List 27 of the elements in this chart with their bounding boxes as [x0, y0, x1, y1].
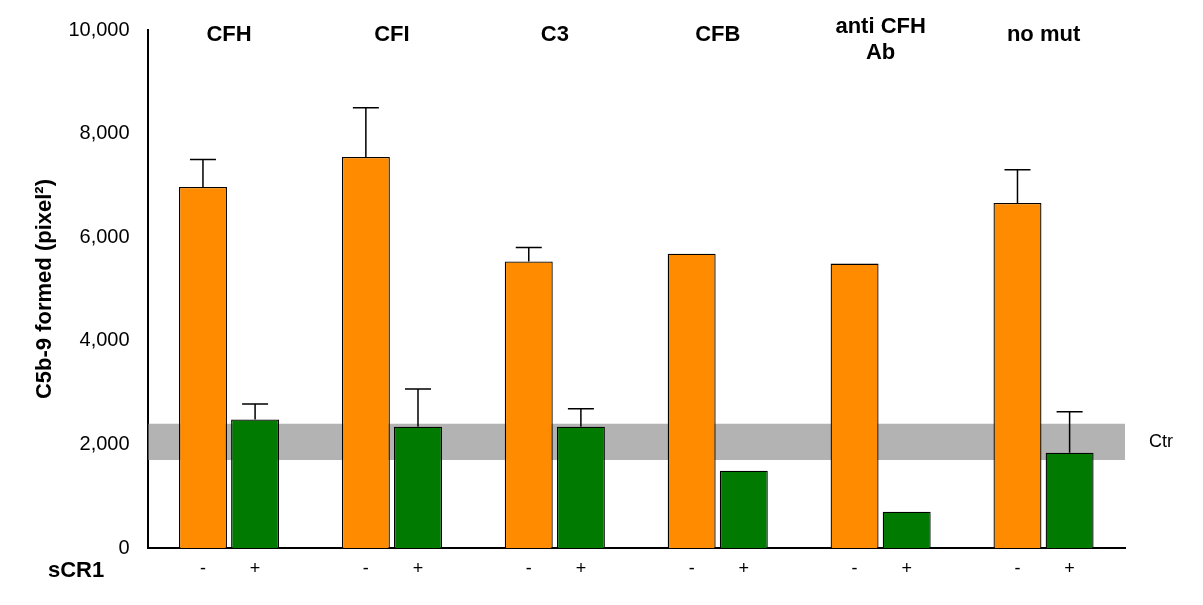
y-tick-label: 0	[118, 535, 130, 558]
text: +	[901, 557, 912, 578]
y-tick-label: 6,000	[79, 224, 130, 247]
series-label: -	[199, 557, 206, 578]
y-tick-label: 10,000	[68, 17, 130, 40]
y-axis-title: C5b-9 formed (pixel²)	[31, 178, 57, 400]
text: +	[738, 557, 750, 578]
y-tick-label: 8,000	[79, 121, 130, 144]
x-tick-label: anti CFH Ab	[835, 13, 926, 65]
band-label: Ctr	[1149, 430, 1173, 451]
x-tick-label: C3	[540, 21, 569, 47]
text: -	[525, 557, 532, 578]
text: -	[1014, 557, 1021, 578]
series-label: +	[249, 557, 261, 578]
x-tick-label: CFI	[374, 21, 410, 47]
text: -	[851, 557, 858, 578]
x-tick-label: no mut	[1006, 21, 1081, 47]
y-tick-label: 4,000	[79, 328, 130, 351]
text: +	[412, 557, 424, 578]
text: -	[362, 557, 369, 578]
text: +	[575, 557, 587, 578]
x-tick-label: CFH	[206, 21, 252, 47]
x-axis-title: sCR1	[48, 557, 105, 583]
y-tick-label: 2,000	[79, 431, 130, 454]
text: +	[1064, 557, 1075, 578]
x-tick-label: CFB	[695, 21, 741, 47]
text: -	[688, 557, 695, 578]
